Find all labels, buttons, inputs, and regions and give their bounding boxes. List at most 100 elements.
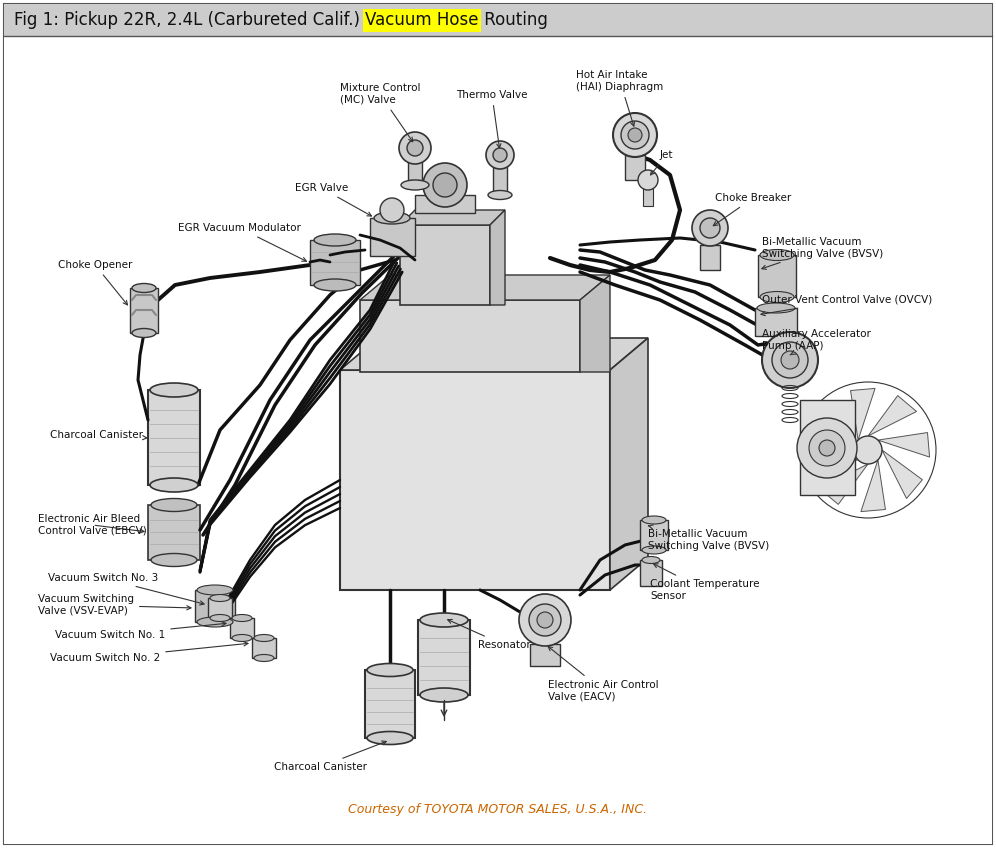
Circle shape	[628, 128, 642, 142]
Ellipse shape	[760, 292, 794, 303]
Polygon shape	[340, 338, 648, 370]
Ellipse shape	[374, 212, 410, 224]
Text: Auxiliary Accelerator
Pump (AAP): Auxiliary Accelerator Pump (AAP)	[762, 329, 871, 355]
Ellipse shape	[760, 249, 794, 260]
Ellipse shape	[420, 613, 468, 627]
Ellipse shape	[642, 516, 666, 524]
Ellipse shape	[420, 688, 468, 702]
Bar	[418, 620, 470, 695]
Circle shape	[613, 113, 657, 157]
Circle shape	[399, 132, 431, 164]
Circle shape	[809, 430, 845, 466]
Bar	[408, 148, 422, 180]
Ellipse shape	[642, 546, 666, 554]
Bar	[415, 195, 475, 213]
Circle shape	[638, 170, 658, 190]
Ellipse shape	[367, 732, 413, 745]
Text: Resonator: Resonator	[447, 619, 531, 650]
Text: Thermo Valve: Thermo Valve	[456, 90, 528, 148]
Ellipse shape	[197, 585, 233, 595]
Ellipse shape	[210, 615, 230, 622]
Ellipse shape	[367, 663, 413, 677]
Text: Hot Air Intake
(HAI) Diaphragm: Hot Air Intake (HAI) Diaphragm	[577, 70, 663, 126]
Circle shape	[493, 148, 507, 162]
Bar	[370, 218, 415, 256]
Polygon shape	[882, 450, 922, 499]
Text: Vacuum Switch No. 1: Vacuum Switch No. 1	[55, 622, 226, 640]
Polygon shape	[868, 395, 916, 436]
Ellipse shape	[642, 556, 660, 564]
Circle shape	[692, 210, 728, 246]
Text: EGR Valve: EGR Valve	[295, 183, 372, 216]
Circle shape	[486, 141, 514, 169]
Text: Choke Breaker: Choke Breaker	[713, 193, 791, 226]
Text: Coolant Temperature
Sensor: Coolant Temperature Sensor	[650, 564, 760, 600]
Text: Mixture Control
(MC) Valve: Mixture Control (MC) Valve	[340, 83, 420, 142]
Bar	[252, 638, 276, 658]
Text: Fig 1: Pickup 22R, 2.4L (Carbureted Calif.): Fig 1: Pickup 22R, 2.4L (Carbureted Cali…	[14, 11, 366, 29]
Polygon shape	[877, 432, 929, 457]
Bar	[148, 390, 200, 485]
Text: Charcoal Canister: Charcoal Canister	[50, 430, 146, 440]
Bar	[230, 618, 254, 638]
Circle shape	[854, 436, 882, 464]
Polygon shape	[807, 443, 859, 467]
Bar	[643, 188, 653, 206]
Circle shape	[519, 594, 571, 646]
Circle shape	[407, 140, 423, 156]
Circle shape	[621, 121, 649, 149]
Circle shape	[700, 218, 720, 238]
Text: Routing: Routing	[479, 11, 548, 29]
Text: Jet: Jet	[650, 150, 673, 175]
Bar	[493, 162, 507, 192]
Ellipse shape	[132, 328, 156, 338]
Circle shape	[529, 604, 561, 636]
Ellipse shape	[210, 594, 230, 601]
Circle shape	[819, 440, 835, 456]
Bar	[530, 644, 560, 666]
Ellipse shape	[254, 634, 274, 641]
Bar	[640, 560, 662, 586]
Ellipse shape	[488, 191, 512, 199]
Polygon shape	[360, 275, 610, 300]
Circle shape	[380, 198, 404, 222]
Ellipse shape	[150, 383, 198, 397]
Bar	[4, 4, 992, 36]
Bar	[755, 308, 797, 336]
Text: Bi-Metallic Vacuum
Switching Valve (BVSV): Bi-Metallic Vacuum Switching Valve (BVSV…	[648, 525, 769, 551]
Text: Courtesy of TOYOTA MOTOR SALES, U.S.A., INC.: Courtesy of TOYOTA MOTOR SALES, U.S.A., …	[349, 804, 647, 817]
Ellipse shape	[314, 279, 356, 291]
Text: Vacuum Switching
Valve (VSV-EVAP): Vacuum Switching Valve (VSV-EVAP)	[38, 594, 191, 616]
Polygon shape	[400, 210, 505, 225]
Text: Choke Opener: Choke Opener	[58, 260, 132, 305]
Circle shape	[781, 351, 799, 369]
Circle shape	[797, 418, 857, 478]
Ellipse shape	[132, 283, 156, 293]
Ellipse shape	[232, 615, 252, 622]
Bar	[400, 225, 490, 305]
Bar	[700, 245, 720, 270]
Ellipse shape	[232, 634, 252, 641]
Circle shape	[762, 332, 818, 388]
Bar	[365, 670, 415, 738]
Circle shape	[537, 612, 553, 628]
Circle shape	[772, 342, 808, 378]
Text: Vacuum Switch No. 2: Vacuum Switch No. 2	[50, 642, 248, 663]
Bar	[148, 505, 200, 560]
Text: Vacuum Hose: Vacuum Hose	[366, 11, 479, 29]
Circle shape	[433, 173, 457, 197]
Text: Outer Vent Control Valve (OVCV): Outer Vent Control Valve (OVCV)	[761, 295, 932, 315]
Polygon shape	[580, 275, 610, 372]
Polygon shape	[490, 210, 505, 305]
Bar	[340, 370, 610, 590]
Bar	[640, 520, 668, 550]
Bar	[360, 300, 580, 372]
Polygon shape	[851, 388, 875, 440]
Text: Electronic Air Bleed
Control Valve (EBCV): Electronic Air Bleed Control Valve (EBCV…	[38, 514, 146, 536]
Text: EGR Vacuum Modulator: EGR Vacuum Modulator	[178, 223, 307, 261]
Text: Electronic Air Control
Valve (EACV): Electronic Air Control Valve (EACV)	[548, 646, 658, 701]
Ellipse shape	[401, 180, 429, 190]
Polygon shape	[861, 460, 885, 511]
Polygon shape	[820, 464, 868, 505]
Ellipse shape	[757, 303, 795, 313]
